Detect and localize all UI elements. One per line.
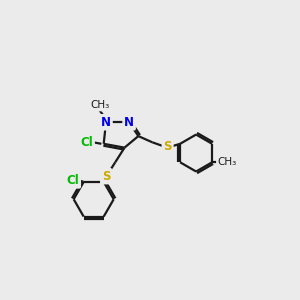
Text: CH₃: CH₃	[90, 100, 110, 110]
Text: N: N	[124, 116, 134, 129]
Text: Cl: Cl	[67, 174, 79, 187]
Text: Cl: Cl	[80, 136, 93, 149]
Text: S: S	[102, 169, 110, 183]
Text: CH₃: CH₃	[217, 157, 236, 167]
Text: S: S	[164, 140, 172, 153]
Text: N: N	[101, 116, 111, 129]
